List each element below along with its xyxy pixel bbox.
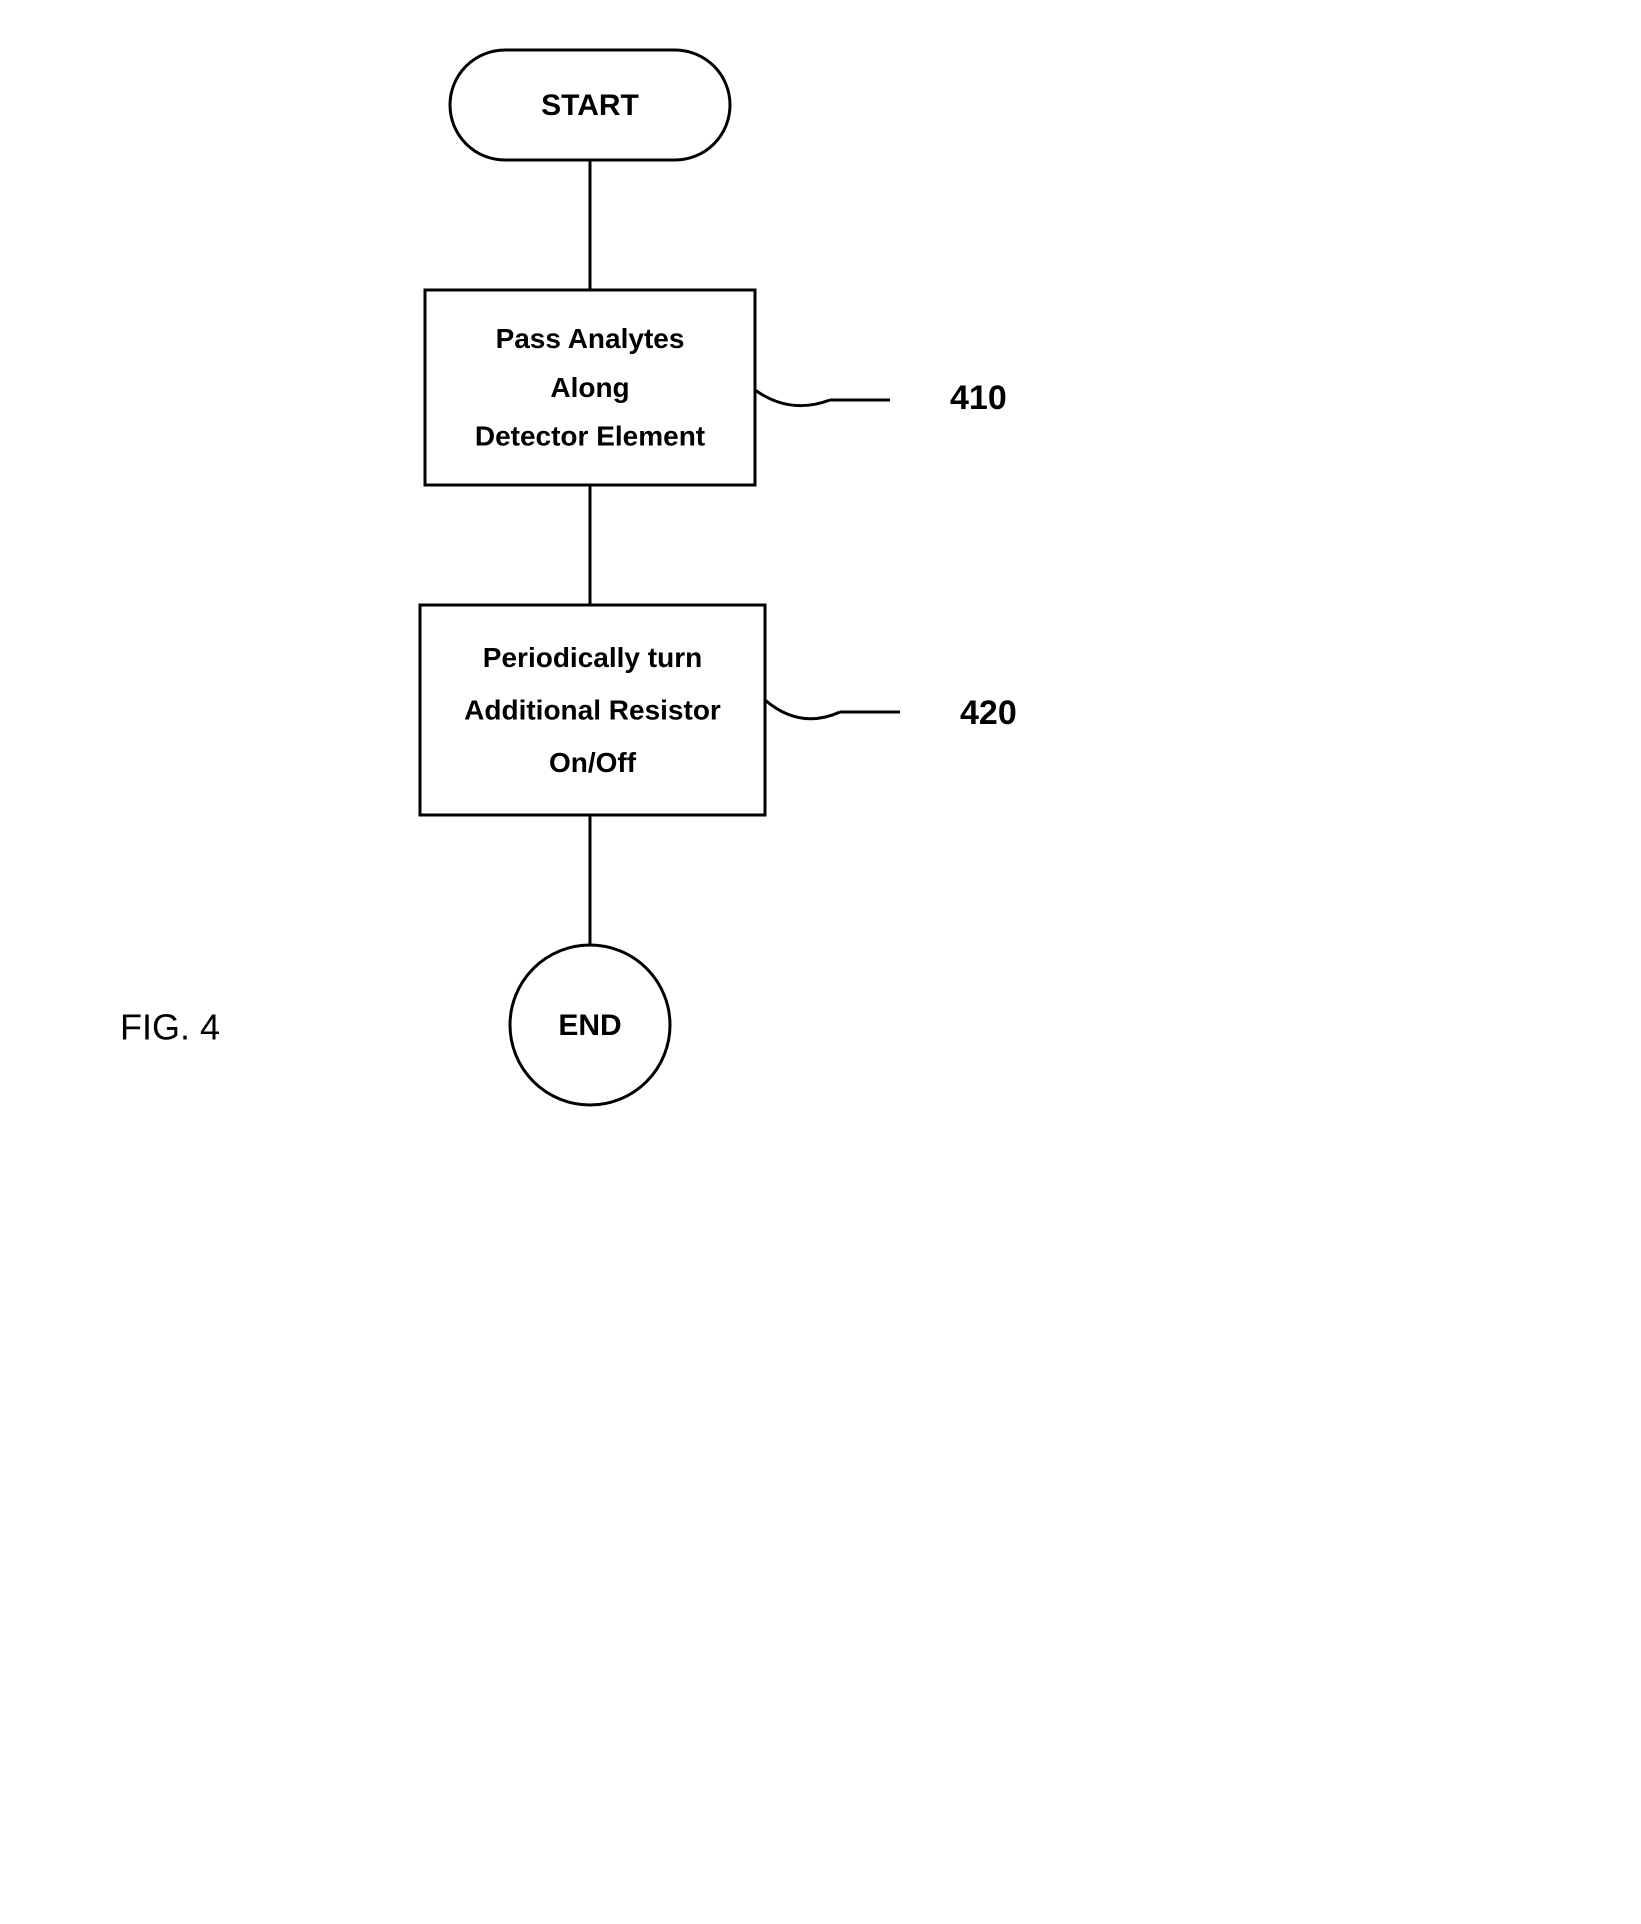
process-text-410-line2: Detector Element <box>475 421 705 452</box>
process-text-420-line2: On/Off <box>549 747 637 778</box>
figure-label: FIG. 4 <box>120 1007 220 1048</box>
process-text-420-line0: Periodically turn <box>483 642 702 673</box>
start-label: START <box>541 89 639 122</box>
process-text-410-line0: Pass Analytes <box>496 323 685 354</box>
process-text-410-line1: Along <box>550 372 629 403</box>
ref-number-410: 410 <box>950 379 1007 417</box>
end-label: END <box>558 1009 621 1042</box>
ref-number-420: 420 <box>960 694 1017 732</box>
process-text-420-line1: Additional Resistor <box>464 694 721 725</box>
